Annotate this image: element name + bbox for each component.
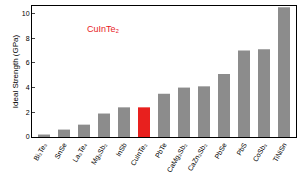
- svg-text:InSb: InSb: [115, 142, 128, 158]
- svg-text:CoSb₃: CoSb₃: [252, 142, 268, 163]
- svg-text:10: 10: [22, 10, 30, 17]
- svg-text:4: 4: [26, 84, 30, 91]
- svg-text:6: 6: [26, 59, 30, 66]
- svg-text:La₃Te₄: La₃Te₄: [71, 142, 88, 164]
- svg-text:CaMg₂Sb₂: CaMg₂Sb₂: [165, 141, 188, 174]
- svg-text:PbSe: PbSe: [213, 142, 228, 160]
- svg-text:Mg₃Sb₂: Mg₃Sb₂: [90, 141, 109, 166]
- svg-text:PbTe: PbTe: [154, 142, 168, 159]
- svg-text:8: 8: [26, 35, 30, 42]
- svg-text:Bi₂Te₃: Bi₂Te₃: [32, 142, 48, 162]
- svg-text:CuInTe₂: CuInTe₂: [87, 24, 120, 34]
- svg-text:0: 0: [26, 133, 30, 140]
- svg-text:CaZn₂Sb₂: CaZn₂Sb₂: [186, 141, 208, 172]
- svg-text:Ideal Strength (GPa): Ideal Strength (GPa): [11, 34, 20, 108]
- svg-text:TiNiSn: TiNiSn: [271, 142, 287, 164]
- svg-text:SnSe: SnSe: [53, 142, 68, 160]
- svg-text:2: 2: [26, 109, 30, 116]
- svg-text:CuInTe₂: CuInTe₂: [129, 141, 148, 166]
- svg-text:PbS: PbS: [235, 141, 248, 156]
